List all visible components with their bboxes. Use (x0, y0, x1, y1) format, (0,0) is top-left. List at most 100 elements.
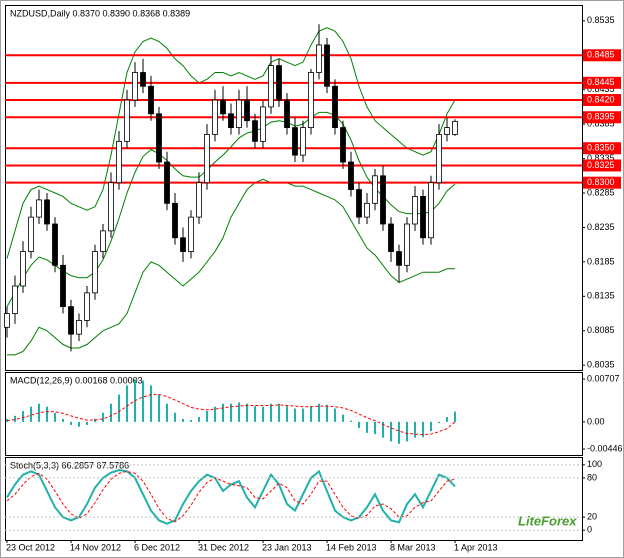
histogram-bar (14, 415, 16, 422)
histogram-bar (38, 403, 40, 422)
candle-body (388, 223, 394, 252)
histogram-bar (414, 421, 416, 438)
histogram-bar (310, 406, 312, 422)
candle-body (396, 251, 402, 266)
candle-body (332, 85, 338, 128)
histogram-bar (350, 420, 352, 422)
candle-body (52, 223, 58, 266)
histogram-bar (46, 406, 48, 422)
candle-body (228, 113, 234, 128)
candle-body (452, 120, 458, 135)
candle-body (260, 106, 266, 142)
panel-frame (5, 457, 583, 541)
x-tick-label: 6 Dec 2012 (134, 542, 180, 552)
x-tick-label: 1 Apr 2013 (454, 542, 498, 552)
candle-body (76, 320, 82, 335)
histogram-bar (246, 403, 248, 422)
x-tick-label: 8 Mar 2013 (390, 542, 436, 552)
candle-body (212, 99, 218, 135)
y-tick-label: 0.8335 (587, 153, 615, 163)
candle-body (292, 127, 298, 156)
indicator-line (7, 178, 455, 356)
candle-body (244, 99, 250, 122)
candle-body (92, 251, 98, 294)
candle-body (300, 127, 306, 156)
indicator-line (6, 469, 456, 525)
level-label: 0.8325 (587, 160, 615, 170)
level-label-box (583, 176, 621, 189)
histogram-bar (198, 417, 200, 422)
histogram-bar (262, 406, 264, 422)
y-tick-label: 0.8135 (587, 291, 615, 301)
candle-body (132, 72, 138, 101)
candle-body (420, 196, 426, 239)
candle-body (220, 99, 226, 115)
candle-body (340, 127, 346, 163)
histogram-bar (406, 421, 408, 442)
candle-body (204, 134, 210, 184)
histogram-bar (438, 421, 440, 424)
histogram-bar (342, 414, 344, 422)
histogram-bar (286, 406, 288, 422)
level-label-box (583, 111, 621, 124)
y-tick-label: 0.8185 (587, 256, 615, 266)
y-tick-label: 0.00 (587, 416, 605, 426)
histogram-bar (102, 412, 104, 422)
level-label-box (583, 94, 621, 107)
candle-body (236, 99, 242, 128)
histogram-bar (294, 408, 296, 422)
level-label-box (583, 159, 621, 172)
candle-body (172, 202, 178, 239)
indicator-line (6, 27, 456, 259)
candle-body (188, 216, 194, 252)
x-tick-label: 14 Nov 2012 (70, 542, 121, 552)
x-tick-label: 14 Feb 2013 (326, 542, 377, 552)
candle-body (372, 175, 378, 204)
histogram-bar (182, 418, 184, 422)
histogram-bar (142, 380, 144, 422)
candle-body (364, 202, 370, 218)
y-tick-label: 80 (587, 472, 597, 482)
level-label-box (583, 76, 621, 89)
candle-body (28, 216, 34, 252)
histogram-bar (430, 421, 432, 432)
level-label: 0.8300 (587, 177, 615, 187)
y-tick-label: 0.8535 (587, 15, 615, 25)
candle-body (324, 44, 330, 87)
level-label: 0.8420 (587, 94, 615, 104)
histogram-bar (30, 406, 32, 422)
histogram-bar (446, 417, 448, 422)
watermark: LiteForex (518, 513, 577, 528)
candle-body (284, 99, 290, 128)
histogram-bar (126, 385, 128, 422)
candle-body (140, 72, 146, 87)
histogram-bar (222, 403, 224, 422)
y-tick-label: 0.8085 (587, 325, 615, 335)
histogram-bar (238, 402, 240, 422)
level-label-box (583, 49, 621, 62)
candle-body (4, 313, 10, 328)
panel-frame (5, 372, 583, 456)
candle-body (356, 189, 362, 218)
candle-body (404, 223, 410, 266)
histogram-bar (374, 421, 376, 435)
panel-title: NZDUSD,Daily 0.8370 0.8390 0.8368 0.8389 (10, 8, 190, 18)
histogram-bar (22, 410, 24, 422)
histogram-bar (422, 421, 424, 438)
candle-body (116, 140, 122, 184)
histogram-bar (230, 403, 232, 422)
candle-body (412, 196, 418, 225)
histogram-bar (398, 421, 400, 444)
candle-body (20, 251, 26, 287)
histogram-bar (118, 394, 120, 422)
histogram-bar (78, 421, 80, 427)
level-label: 0.8395 (587, 112, 615, 122)
panel-title: MACD(12,26,9) 0.00168 0.00003 (10, 375, 143, 385)
histogram-bar (190, 420, 192, 422)
histogram-bar (166, 403, 168, 422)
histogram-bar (54, 412, 56, 422)
candle-body (316, 44, 322, 73)
level-label: 0.8485 (587, 50, 615, 60)
y-tick-label: 0.8035 (587, 360, 615, 370)
